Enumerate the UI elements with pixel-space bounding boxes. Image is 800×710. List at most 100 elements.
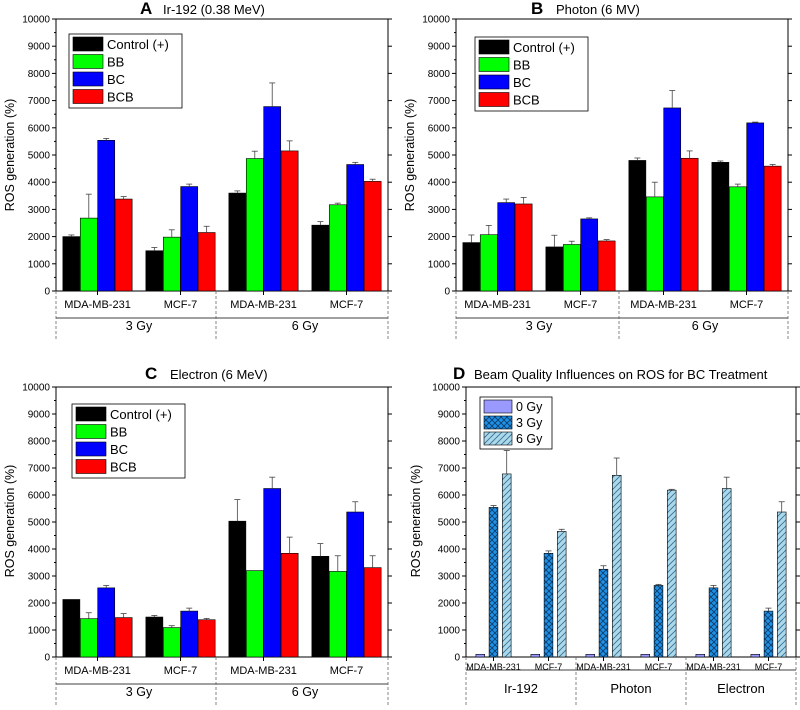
legend-swatch bbox=[75, 406, 107, 422]
legend-swatch bbox=[483, 415, 513, 430]
bar bbox=[363, 181, 382, 292]
bar bbox=[776, 511, 787, 658]
y-tick-label: 2000 bbox=[28, 232, 51, 243]
panel-letter: B bbox=[531, 0, 543, 18]
bar bbox=[263, 488, 282, 658]
group-label: 3 Gy bbox=[526, 319, 553, 333]
group-label: Electron bbox=[717, 681, 765, 696]
bar bbox=[328, 571, 347, 658]
x-tick-label: MDA-MB-231 bbox=[466, 662, 521, 672]
y-tick-label: 1000 bbox=[438, 626, 461, 637]
panel-letter: C bbox=[145, 364, 157, 383]
bar bbox=[311, 555, 330, 658]
legend-swatch bbox=[478, 39, 510, 55]
y-tick-label: 4000 bbox=[28, 545, 51, 556]
legend-label: 6 Gy bbox=[516, 432, 543, 446]
bar bbox=[162, 627, 181, 658]
y-tick-label: 4000 bbox=[428, 178, 451, 189]
bar bbox=[746, 122, 765, 292]
x-tick-label: MDA-MB-231 bbox=[230, 665, 297, 677]
legend-swatch bbox=[483, 399, 513, 414]
y-tick-label: 9000 bbox=[28, 42, 51, 53]
group-label: 3 Gy bbox=[126, 319, 153, 333]
bar bbox=[680, 157, 699, 292]
legend-label: Control (+) bbox=[513, 40, 575, 55]
x-tick-label: MCF-7 bbox=[535, 662, 563, 672]
group-label: 3 Gy bbox=[126, 685, 153, 699]
bar bbox=[597, 240, 616, 292]
bar bbox=[311, 224, 330, 292]
bar bbox=[245, 158, 264, 292]
bar bbox=[328, 204, 347, 292]
bar bbox=[97, 140, 116, 292]
legend-label: 3 Gy bbox=[516, 416, 543, 430]
bar bbox=[145, 616, 164, 658]
bar bbox=[728, 186, 747, 292]
x-tick-label: MDA-MB-231 bbox=[64, 665, 131, 677]
bar bbox=[750, 653, 761, 658]
x-tick-label: MCF-7 bbox=[564, 299, 598, 311]
bar bbox=[114, 198, 133, 292]
bar bbox=[162, 236, 181, 292]
bar bbox=[280, 553, 299, 658]
y-tick-label: 2000 bbox=[28, 599, 51, 610]
legend-swatch bbox=[483, 431, 513, 446]
panel-a: A Ir-192 (0.38 MeV) ROS generation (%) 0… bbox=[3, 0, 392, 340]
y-tick-label: 2000 bbox=[428, 232, 451, 243]
bar bbox=[640, 653, 651, 658]
legend-swatch bbox=[72, 36, 104, 52]
bar bbox=[645, 196, 664, 292]
bar bbox=[97, 587, 116, 658]
bar bbox=[228, 192, 247, 292]
y-tick-label: 4000 bbox=[438, 545, 461, 556]
x-tick-label: MDA-MB-231 bbox=[686, 662, 741, 672]
group-label: Photon bbox=[610, 681, 651, 696]
bar bbox=[585, 653, 596, 658]
bar bbox=[663, 107, 682, 292]
legend-swatch bbox=[75, 441, 107, 457]
y-tick-label: 6000 bbox=[438, 491, 461, 502]
y-tick-label: 9000 bbox=[438, 410, 461, 421]
legend-swatch bbox=[72, 89, 104, 104]
panel-c: C Electron (6 MeV) ROS generation (%) 0 1… bbox=[3, 364, 392, 706]
bar bbox=[346, 164, 365, 292]
y-tick-label: 6000 bbox=[28, 123, 51, 134]
legend-swatch bbox=[75, 424, 107, 439]
y-tick-label: 5000 bbox=[28, 151, 51, 162]
legend-label: BB bbox=[513, 58, 530, 73]
bar bbox=[79, 618, 98, 658]
x-tick-label: MCF-7 bbox=[730, 299, 764, 311]
y-tick-label: 0 bbox=[444, 287, 450, 298]
legend-swatch bbox=[75, 459, 107, 474]
bar bbox=[580, 218, 599, 292]
x-tick-label: MDA-MB-231 bbox=[630, 299, 697, 311]
y-tick-label: 7000 bbox=[428, 96, 451, 107]
bar bbox=[197, 232, 216, 292]
bar bbox=[545, 246, 564, 292]
bar bbox=[598, 568, 609, 658]
y-tick-label: 10000 bbox=[22, 383, 50, 394]
bar bbox=[145, 250, 164, 292]
legend-label: BCB bbox=[513, 93, 540, 108]
bar bbox=[666, 489, 677, 658]
y-tick-label: 3000 bbox=[438, 572, 461, 583]
y-tick-label: 8000 bbox=[428, 69, 451, 80]
y-tick-label: 8000 bbox=[438, 437, 461, 448]
legend-label: BB bbox=[107, 55, 124, 70]
y-axis-label: ROS generation (%) bbox=[3, 99, 17, 212]
bar bbox=[114, 617, 133, 658]
legend-label: BCB bbox=[110, 460, 137, 475]
legend-label: BC bbox=[110, 442, 128, 457]
y-axis-label: ROS generation (%) bbox=[409, 465, 423, 578]
y-tick-label: 6000 bbox=[428, 123, 451, 134]
panel-letter: D bbox=[453, 364, 465, 383]
bar bbox=[197, 619, 216, 658]
y-tick-label: 1000 bbox=[28, 626, 51, 637]
bar bbox=[711, 162, 730, 292]
bar bbox=[462, 242, 481, 292]
legend-swatch bbox=[478, 57, 510, 72]
y-tick-label: 9000 bbox=[28, 410, 51, 421]
group-label: 6 Gy bbox=[292, 685, 319, 699]
y-tick-label: 5000 bbox=[428, 151, 451, 162]
